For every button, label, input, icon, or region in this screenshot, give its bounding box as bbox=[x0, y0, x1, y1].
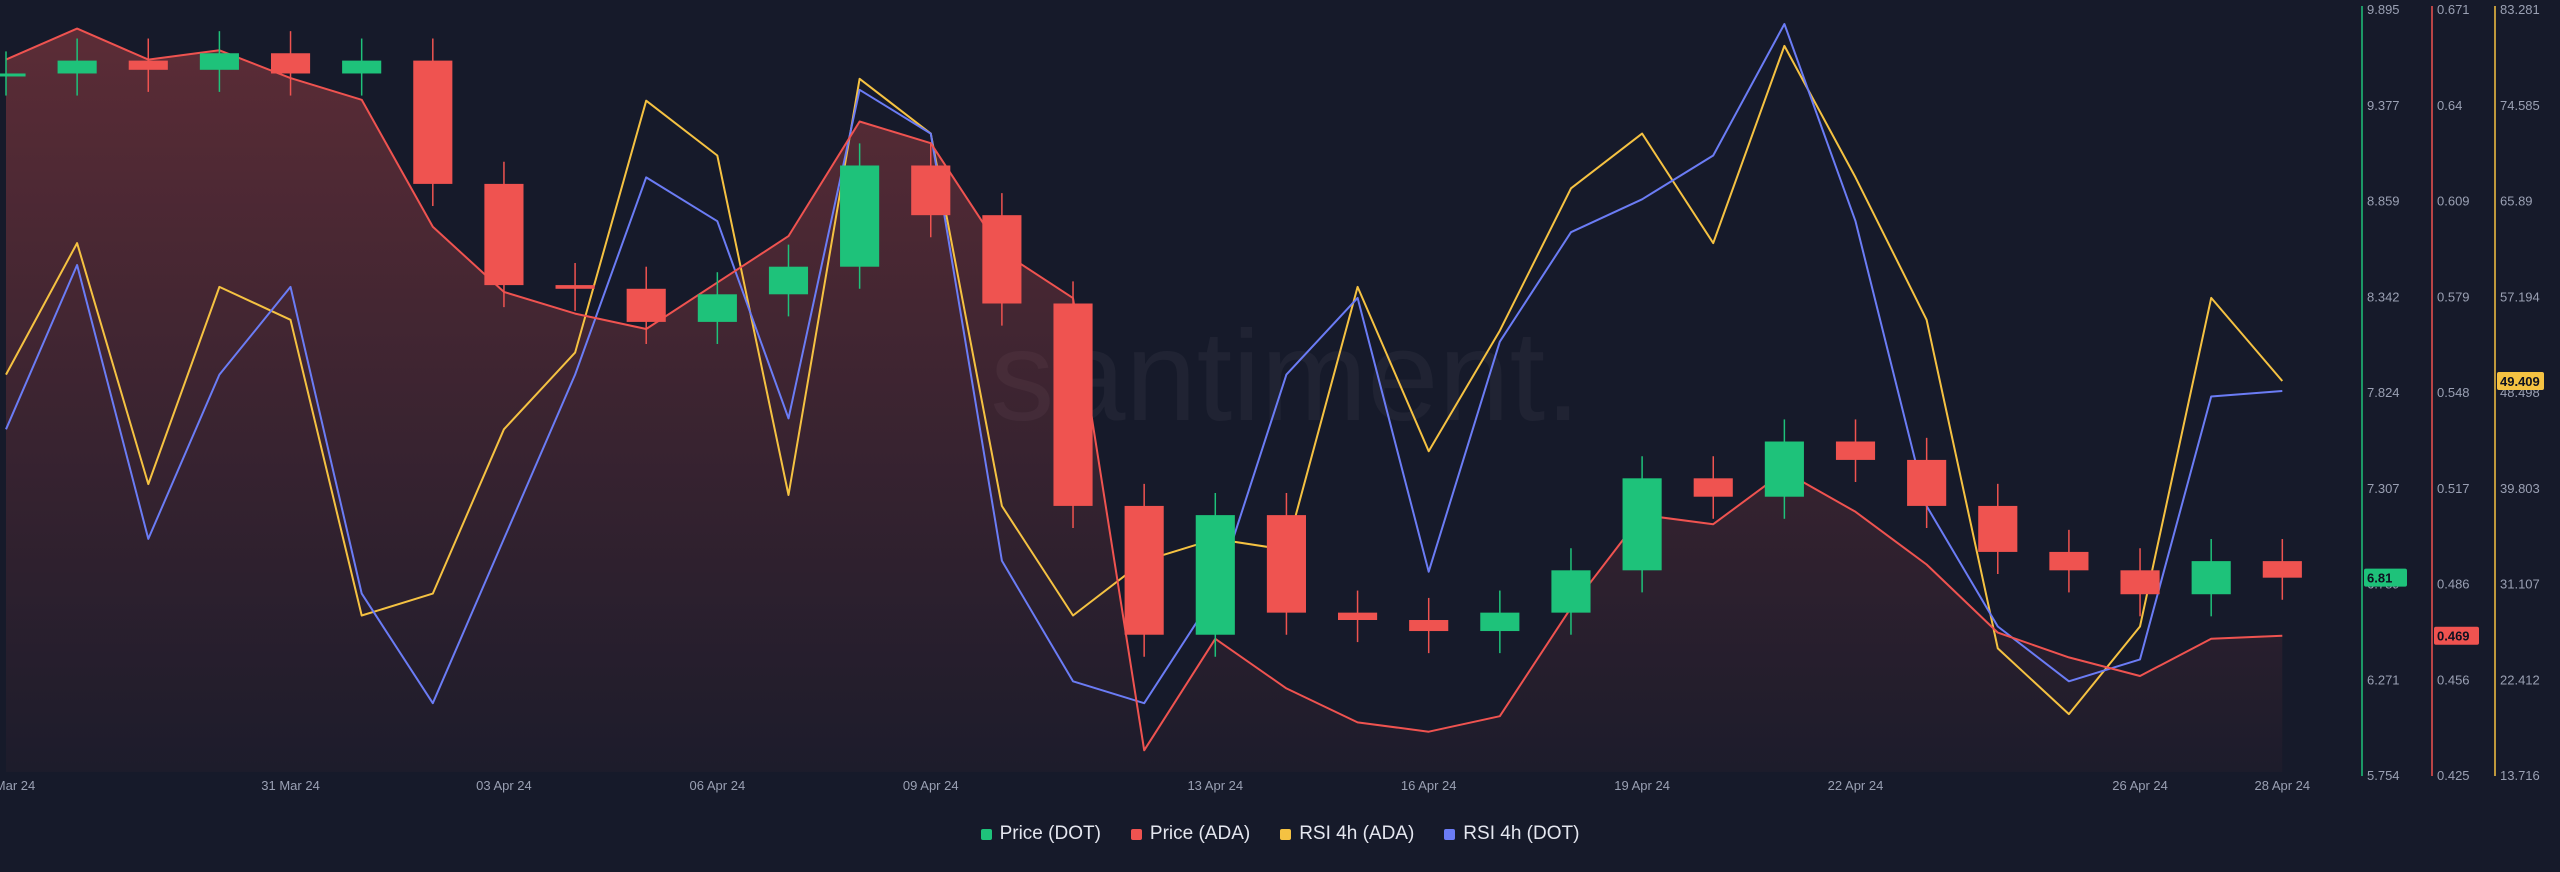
legend-item-rsi-dot[interactable]: RSI 4h (DOT) bbox=[1444, 823, 1579, 845]
legend-swatch-dot-price bbox=[980, 828, 992, 840]
x-tick-label: 06 Apr 24 bbox=[690, 778, 746, 793]
y-tick-label: 9.377 bbox=[2367, 98, 2400, 113]
legend-label-rsi-dot: RSI 4h (DOT) bbox=[1463, 823, 1580, 844]
dot-candle bbox=[1338, 612, 1378, 621]
x-tick-label: 13 Apr 24 bbox=[1187, 778, 1243, 793]
ada-price-area bbox=[6, 28, 2283, 773]
dot-candle bbox=[1551, 570, 1591, 613]
dot-candle bbox=[270, 53, 311, 74]
y-tick-label: 0.671 bbox=[2437, 2, 2470, 17]
x-tick-label: 31 Mar 24 bbox=[261, 778, 320, 793]
dot-candle bbox=[1480, 612, 1520, 632]
x-tick-label: 28 Apr 24 bbox=[2254, 778, 2310, 793]
y-tick-label: 5.754 bbox=[2367, 768, 2400, 783]
dot-candle bbox=[1622, 478, 1662, 571]
dot-candle bbox=[1409, 620, 1449, 632]
dot-candle bbox=[413, 60, 453, 184]
series-line-rsi-4h-dot bbox=[5, 23, 2283, 705]
y-tick-label: 8.342 bbox=[2367, 289, 2400, 304]
dot-candle bbox=[1764, 441, 1804, 497]
dot-candle bbox=[1978, 505, 2018, 552]
last-value-badge bbox=[2364, 568, 2407, 587]
y-tick-label: 39.803 bbox=[2500, 481, 2540, 496]
dot-candle bbox=[1124, 505, 1164, 635]
legend-swatch-rsi-dot bbox=[1444, 828, 1456, 840]
legend-label-rsi-ada: RSI 4h (ADA) bbox=[1299, 823, 1415, 844]
x-tick-label: 16 Apr 24 bbox=[1401, 778, 1457, 793]
dot-candle bbox=[911, 165, 951, 216]
y-tick-label: 0.517 bbox=[2437, 481, 2470, 496]
y-tick-label: 0.548 bbox=[2437, 385, 2470, 400]
y-tick-label: 8.859 bbox=[2367, 194, 2400, 209]
y-tick-label: 0.64 bbox=[2437, 98, 2462, 113]
x-tick-label: 09 Apr 24 bbox=[903, 778, 959, 793]
y-tick-label: 7.824 bbox=[2367, 385, 2400, 400]
dot-candle bbox=[57, 60, 97, 74]
y-tick-label: 65.89 bbox=[2500, 194, 2533, 209]
legend-item-dot-price[interactable]: Price (DOT) bbox=[980, 823, 1101, 845]
legend-swatch-ada-price bbox=[1130, 828, 1142, 840]
y-tick-label: 22.412 bbox=[2500, 672, 2540, 687]
y-tick-label: 6.271 bbox=[2367, 672, 2400, 687]
last-value-badge-text: 49.409 bbox=[2500, 374, 2540, 389]
series-line-price-ada bbox=[5, 27, 2283, 752]
dot-candle bbox=[1907, 459, 1947, 506]
legend-swatch-rsi-ada bbox=[1280, 828, 1292, 840]
y-tick-label: 0.609 bbox=[2437, 194, 2470, 209]
dot-candle bbox=[484, 183, 524, 286]
dot-candle bbox=[768, 266, 809, 295]
y-tick-label: 7.307 bbox=[2367, 481, 2400, 496]
dot-candle bbox=[342, 60, 382, 74]
dot-candle bbox=[0, 73, 26, 77]
legend-label-ada-price: Price (ADA) bbox=[1149, 823, 1251, 844]
x-tick-label: 26 Apr 24 bbox=[2112, 778, 2168, 793]
legend-item-rsi-ada[interactable]: RSI 4h (ADA) bbox=[1280, 823, 1414, 845]
dot-candle bbox=[199, 53, 239, 70]
y-tick-label: 9.895 bbox=[2367, 2, 2400, 17]
dot-candle bbox=[128, 60, 168, 70]
legend: Price (DOT) Price (ADA) RSI 4h (ADA) RSI… bbox=[0, 818, 2560, 850]
x-tick-label: 19 Apr 24 bbox=[1614, 778, 1670, 793]
dot-candle bbox=[1835, 441, 1876, 460]
legend-item-ada-price[interactable]: Price (ADA) bbox=[1130, 823, 1251, 845]
dot-candle bbox=[1053, 303, 1093, 506]
dot-candle bbox=[2049, 551, 2089, 571]
last-value-badge-text: 0.469 bbox=[2437, 629, 2470, 644]
dot-candle bbox=[2262, 561, 2302, 578]
legend-label-dot-price: Price (DOT) bbox=[999, 823, 1101, 844]
dot-candle bbox=[2120, 570, 2160, 595]
dot-candle bbox=[1266, 515, 1306, 613]
x-tick-label: 22 Apr 24 bbox=[1828, 778, 1884, 793]
dot-candle bbox=[626, 288, 666, 322]
last-value-badge-text: 6.81 bbox=[2367, 571, 2392, 586]
dot-candle bbox=[1195, 515, 1235, 635]
y-tick-label: 13.716 bbox=[2500, 768, 2540, 783]
dot-candle bbox=[555, 285, 595, 289]
dot-candle bbox=[840, 165, 880, 267]
last-value-badge bbox=[2497, 372, 2544, 391]
y-tick-label: 31.107 bbox=[2500, 577, 2540, 592]
dot-candle bbox=[1693, 478, 1733, 497]
y-tick-label: 57.194 bbox=[2500, 289, 2540, 304]
y-tick-label: 74.585 bbox=[2500, 98, 2540, 113]
y-tick-label: 0.456 bbox=[2437, 672, 2470, 687]
dot-candle bbox=[2191, 561, 2231, 595]
dot-candle bbox=[697, 294, 737, 322]
dot-candle bbox=[982, 215, 1022, 304]
x-tick-label: 03 Apr 24 bbox=[476, 778, 532, 793]
y-tick-label: 83.281 bbox=[2500, 2, 2540, 17]
y-tick-label: 0.486 bbox=[2437, 577, 2470, 592]
x-tick-label: 27 Mar 24 bbox=[0, 778, 35, 793]
y-tick-label: 0.579 bbox=[2437, 289, 2470, 304]
last-value-badge bbox=[2434, 626, 2479, 645]
y-tick-label: 0.425 bbox=[2437, 768, 2470, 783]
